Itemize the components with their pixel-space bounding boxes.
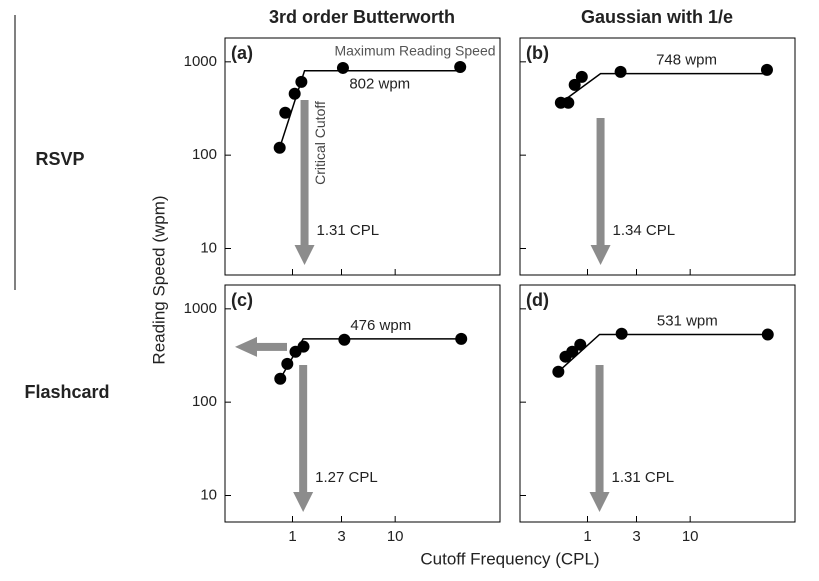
- data-point: [761, 328, 774, 341]
- data-point: [552, 365, 565, 378]
- cutoff-label: 1.31 CPL: [612, 469, 675, 486]
- data-point: [454, 61, 467, 74]
- data-point: [297, 340, 310, 353]
- x-tick-label: 10: [387, 528, 404, 545]
- cutoff-label: 1.31 CPL: [317, 222, 380, 239]
- row-title: Flashcard: [24, 382, 109, 402]
- cutoff-arrow-head: [293, 492, 314, 512]
- left-arrow-head: [235, 336, 257, 357]
- data-point: [288, 87, 301, 100]
- x-tick-label: 1: [288, 528, 296, 545]
- y-tick-label: 1000: [184, 300, 217, 317]
- panel-label: (c): [231, 290, 253, 310]
- panel-label: (d): [526, 290, 549, 310]
- y-tick-label: 10: [200, 486, 217, 503]
- plateau-label: 531 wpm: [657, 312, 718, 329]
- plateau-label: 476 wpm: [350, 317, 411, 334]
- annotation: Critical Cutoff: [312, 101, 328, 185]
- data-point: [562, 96, 575, 109]
- column-title: 3rd order Butterworth: [269, 7, 455, 27]
- fit-line: [560, 72, 767, 104]
- left-arrow: [255, 342, 287, 351]
- data-point: [574, 338, 587, 351]
- data-point: [273, 141, 286, 154]
- panel-label: (b): [526, 43, 549, 63]
- cutoff-arrow: [300, 100, 309, 247]
- cutoff-arrow-head: [590, 245, 611, 265]
- x-tick-label: 3: [632, 528, 640, 545]
- data-point: [336, 61, 349, 74]
- cutoff-label: 1.27 CPL: [315, 469, 378, 486]
- panel-frame: [224, 284, 501, 523]
- x-tick-label: 3: [337, 528, 345, 545]
- plateau-label: 748 wpm: [656, 52, 717, 69]
- data-point: [568, 78, 581, 91]
- annotation: Maximum Reading Speed: [334, 43, 495, 59]
- y-tick-label: 1000: [184, 53, 217, 70]
- data-point: [615, 327, 628, 340]
- data-point: [455, 332, 468, 345]
- plateau-label: 802 wpm: [349, 76, 410, 93]
- data-point: [575, 70, 588, 83]
- cutoff-label: 1.34 CPL: [613, 222, 676, 239]
- panel-label: (a): [231, 43, 253, 63]
- data-point: [295, 75, 308, 88]
- fit-line: [278, 70, 461, 148]
- row-title: RSVP: [35, 149, 84, 169]
- y-tick-label: 10: [200, 239, 217, 256]
- data-point: [566, 345, 579, 358]
- data-point: [274, 372, 287, 385]
- cutoff-arrow: [595, 365, 604, 494]
- y-tick-label: 100: [192, 393, 217, 410]
- x-tick-label: 1: [583, 528, 591, 545]
- cutoff-arrow: [299, 365, 308, 494]
- panel-frame: [519, 37, 796, 276]
- data-point: [614, 65, 627, 78]
- data-point: [338, 333, 351, 346]
- cutoff-arrow-head: [294, 245, 315, 265]
- y-axis-label: Reading Speed (wpm): [149, 195, 168, 364]
- data-point: [279, 106, 292, 119]
- cutoff-arrow: [596, 118, 605, 247]
- data-point: [281, 357, 294, 370]
- panel-frame: [224, 37, 501, 276]
- x-tick-label: 10: [682, 528, 699, 545]
- panel-frame: [519, 284, 796, 523]
- x-axis-label: Cutoff Frequency (CPL): [420, 549, 599, 568]
- data-point: [760, 63, 773, 76]
- cutoff-arrow-head: [589, 492, 610, 512]
- fit-line: [557, 333, 768, 373]
- column-title: Gaussian with 1/e: [581, 7, 733, 27]
- y-tick-label: 100: [192, 146, 217, 163]
